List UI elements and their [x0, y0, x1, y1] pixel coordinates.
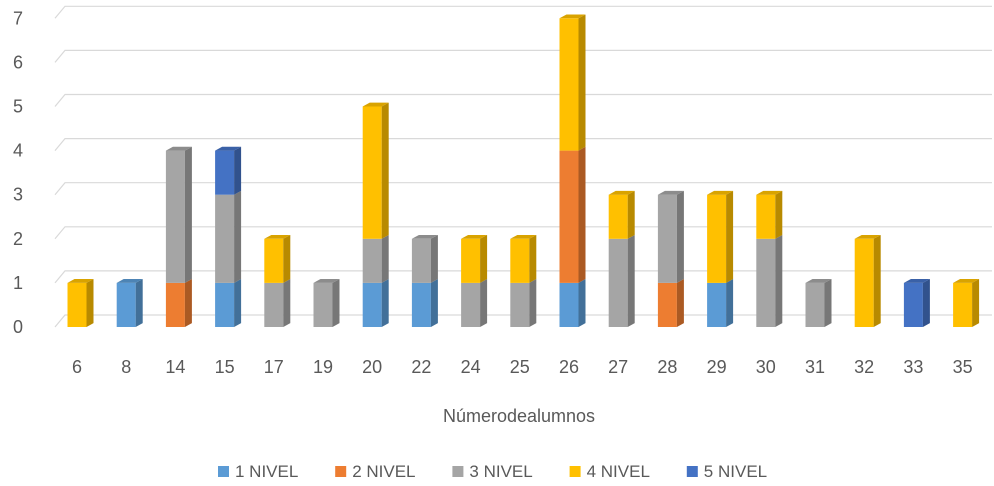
legend-swatch: [452, 466, 464, 477]
x-axis-title: Númerodealumnos: [443, 406, 595, 426]
bar-segment: [953, 279, 980, 327]
x-tick-label: 19: [313, 357, 333, 377]
legend-swatch: [686, 466, 698, 477]
bar-segment: [215, 190, 242, 283]
bar-segment: [510, 234, 537, 283]
bar-segment: [608, 234, 635, 327]
legend-item: 4 NIVEL: [569, 462, 650, 481]
bars: [67, 14, 980, 327]
bar-segment: [264, 279, 291, 327]
x-tick-label: 17: [264, 357, 284, 377]
bar-segment: [657, 190, 684, 283]
bar-segment: [67, 279, 94, 327]
legend-item: 1 NIVEL: [218, 462, 298, 481]
x-tick-label: 31: [805, 357, 825, 377]
x-tick-label: 20: [362, 357, 382, 377]
bar-segment: [362, 234, 389, 283]
y-tick-label: 1: [13, 273, 23, 293]
bar-segment: [461, 234, 488, 283]
x-tick-label: 14: [165, 357, 185, 377]
legend-label: 2 NIVEL: [352, 462, 415, 481]
x-tick-label: 33: [903, 357, 923, 377]
bar-segment: [264, 234, 291, 283]
x-tick-label: 25: [510, 357, 530, 377]
x-tick-label: 6: [72, 357, 82, 377]
y-tick-label: 5: [13, 97, 23, 117]
bar-segment: [215, 279, 242, 327]
bar-segment: [362, 279, 389, 327]
y-axis-ticks: 0 1 2 3 4 5 6 7: [13, 8, 23, 337]
y-tick-label: 7: [13, 8, 23, 28]
bar-segment: [510, 279, 537, 327]
x-tick-label: 35: [953, 357, 973, 377]
gridlines: [54, 5, 992, 328]
bar-segment: [165, 146, 192, 283]
x-tick-label: 28: [657, 357, 677, 377]
legend-label: 4 NIVEL: [587, 462, 650, 481]
bar-segment: [313, 279, 340, 327]
bar-segment: [411, 279, 438, 327]
x-tick-label: 15: [215, 357, 235, 377]
gridline: [54, 138, 992, 151]
y-tick-label: 3: [13, 185, 23, 205]
bar-segment: [362, 102, 389, 239]
x-tick-label: 8: [121, 357, 131, 377]
x-tick-label: 27: [608, 357, 628, 377]
bar-segment: [559, 279, 586, 327]
bar-segment: [707, 279, 734, 327]
y-tick-label: 2: [13, 229, 23, 249]
bar-segment: [116, 279, 143, 327]
legend-swatch: [569, 466, 581, 477]
y-tick-label: 6: [13, 52, 23, 72]
legend-swatch: [335, 466, 347, 477]
gridline: [54, 93, 992, 107]
x-tick-label: 24: [461, 357, 481, 377]
x-tick-label: 26: [559, 357, 579, 377]
legend-item: 2 NIVEL: [335, 462, 416, 481]
bar-segment: [165, 279, 192, 327]
x-tick-label: 22: [411, 357, 431, 377]
bar-segment: [215, 146, 242, 195]
x-axis-ticks: 6 8 14 15 17 19 20 22 24 25 26 27 28 29 30 31 32 33 35: [72, 357, 973, 377]
bar-segment: [756, 234, 783, 327]
bar-segment: [411, 234, 438, 283]
legend-item: 3 NIVEL: [452, 462, 533, 481]
bar-segment: [608, 190, 635, 239]
bar-segment: [461, 279, 488, 327]
x-tick-label: 29: [707, 357, 727, 377]
bar-segment: [854, 234, 881, 327]
y-tick-label: 0: [13, 317, 23, 337]
bar-segment: [559, 146, 586, 283]
gridline: [54, 49, 992, 63]
bar-segment: [559, 14, 586, 151]
x-tick-label: 32: [854, 357, 874, 377]
legend-label: 1 NIVEL: [235, 462, 298, 481]
legend-swatch: [218, 466, 229, 477]
x-tick-label: 30: [756, 357, 776, 377]
gridline: [54, 182, 992, 196]
y-tick-label: 4: [13, 141, 23, 161]
bar-segment: [657, 279, 684, 327]
bar-segment: [707, 190, 734, 283]
bar-segment: [805, 279, 832, 327]
bar-segment: [903, 279, 930, 327]
legend: 1 NIVEL 2 NIVEL 3 NIVEL 4 NIVEL 5 NIVEL: [218, 462, 767, 481]
bar-segment: [756, 190, 783, 239]
legend-label: 3 NIVEL: [469, 462, 532, 481]
legend-item: 5 NIVEL: [686, 462, 767, 481]
gridline: [54, 5, 992, 19]
legend-label: 5 NIVEL: [704, 462, 767, 481]
